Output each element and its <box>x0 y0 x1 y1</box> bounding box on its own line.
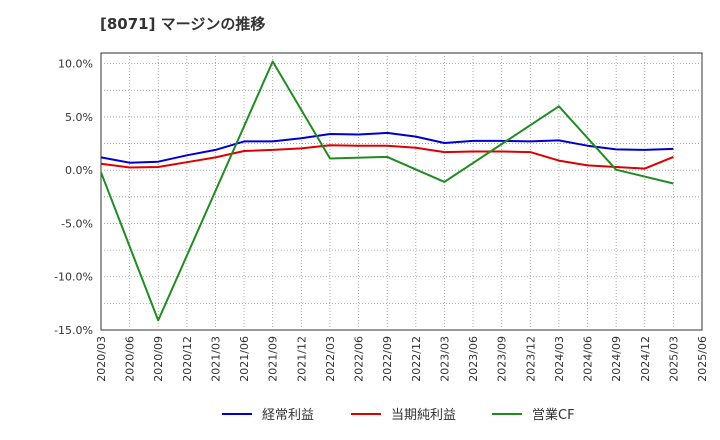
x-tick-label: 2020/12 <box>181 336 194 382</box>
x-tick-label: 2021/03 <box>209 336 222 382</box>
series-line <box>100 144 674 170</box>
grid-lines <box>101 53 702 330</box>
x-tick-label: 2020/09 <box>152 336 165 382</box>
x-tick-label: 2024/09 <box>610 336 623 382</box>
x-tick-label: 2020/06 <box>124 336 137 382</box>
legend-item: 営業CF <box>492 407 575 423</box>
x-tick-label: 2020/03 <box>95 336 108 382</box>
legend-label: 営業CF <box>532 407 575 423</box>
y-tick-label: -5.0% <box>61 217 93 230</box>
x-tick-label: 2022/06 <box>353 336 366 382</box>
series-line <box>100 60 674 322</box>
legend-item: 経常利益 <box>222 408 314 423</box>
x-tick-label: 2021/09 <box>267 336 280 382</box>
x-tick-label: 2024/06 <box>582 336 595 382</box>
y-axis: 10.0% 5.0% 0.0% -5.0% -10.0% -15.0% <box>54 58 93 337</box>
x-tick-label: 2025/03 <box>667 336 680 382</box>
chart-title: [8071] マージンの推移 <box>100 15 266 33</box>
x-tick-label: 2023/12 <box>524 336 537 382</box>
x-tick-label: 2022/03 <box>324 336 337 382</box>
series-lines <box>100 60 674 322</box>
x-tick-label: 2021/12 <box>295 336 308 382</box>
x-tick-label: 2022/12 <box>410 336 423 382</box>
y-tick-label: -15.0% <box>54 324 93 337</box>
legend-item: 当期純利益 <box>351 408 456 423</box>
legend-label: 経常利益 <box>262 408 314 423</box>
plot-background <box>101 53 702 330</box>
x-tick-label: 2023/06 <box>467 336 480 382</box>
x-tick-label: 2023/03 <box>438 336 451 382</box>
y-tick-label: 10.0% <box>58 58 93 71</box>
plot-area <box>100 52 703 331</box>
plot-border <box>100 52 703 331</box>
x-tick-label: 2023/09 <box>496 336 509 382</box>
x-axis: 2020/03 2020/06 2020/09 2020/12 2021/03 2021/… <box>95 336 709 382</box>
y-tick-label: 0.0% <box>65 164 93 177</box>
legend: 経常利益 当期純利益 営業CF <box>222 407 575 423</box>
y-tick-label: -10.0% <box>54 271 93 284</box>
series-line <box>100 131 674 164</box>
x-tick-label: 2021/06 <box>238 336 251 382</box>
x-tick-label: 2024/03 <box>553 336 566 382</box>
y-tick-label: 5.0% <box>65 111 93 124</box>
legend-label: 当期純利益 <box>391 408 456 423</box>
x-tick-label: 2025/06 <box>696 336 709 382</box>
x-tick-label: 2024/12 <box>639 336 652 382</box>
x-tick-label: 2022/09 <box>381 336 394 382</box>
